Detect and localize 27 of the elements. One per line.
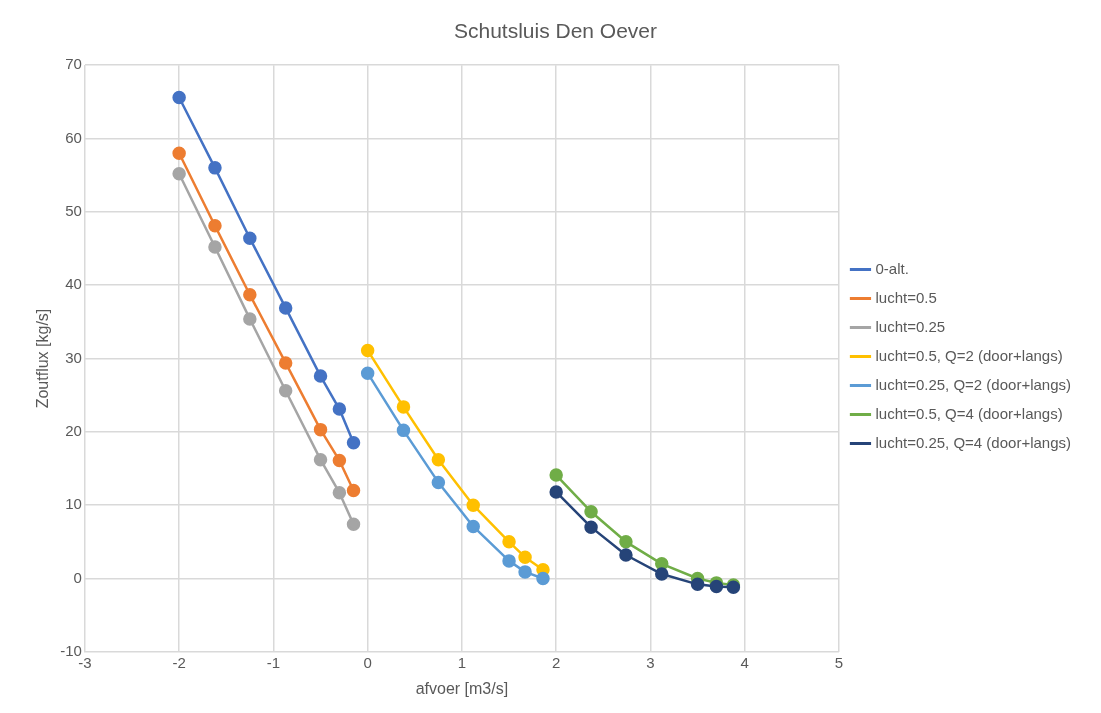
legend-label: lucht=0.5, Q=2 (door+langs) bbox=[875, 346, 1063, 364]
chart-title: Schutsluis Den Oever bbox=[453, 19, 658, 43]
x-tick-label: 3 bbox=[646, 653, 655, 671]
legend-label: lucht=0.25, Q=4 (door+langs) bbox=[875, 433, 1071, 451]
legend-label: lucht=0.25, Q=2 (door+langs) bbox=[875, 375, 1071, 393]
x-axis-title: afvoer [m3/s] bbox=[415, 679, 509, 697]
y-tick-label: 70 bbox=[65, 55, 82, 73]
y-tick-label: 0 bbox=[73, 568, 82, 586]
legend-label: lucht=0.25 bbox=[875, 317, 946, 335]
y-tick-label: 30 bbox=[65, 348, 82, 366]
y-tick-label: 60 bbox=[65, 128, 82, 146]
y-axis-title: Zoutflux [kg/s] bbox=[34, 308, 52, 409]
x-tick-label: 2 bbox=[552, 653, 561, 671]
x-tick-label: 1 bbox=[457, 653, 467, 671]
legend-label: lucht=0.5, Q=4 (door+langs) bbox=[875, 404, 1063, 422]
y-tick-label: -10 bbox=[60, 641, 82, 659]
y-tick-label: 50 bbox=[65, 201, 82, 219]
y-tick-label: 10 bbox=[65, 495, 82, 513]
x-tick-label: 0 bbox=[363, 653, 372, 671]
x-tick-label: 4 bbox=[740, 653, 749, 671]
x-tick-label: -2 bbox=[172, 653, 186, 671]
y-tick-label: 20 bbox=[65, 421, 82, 439]
y-tick-label: 40 bbox=[65, 275, 82, 293]
x-tick-label: 5 bbox=[834, 653, 844, 671]
legend-label: lucht=0.5 bbox=[875, 288, 937, 306]
x-tick-label: -1 bbox=[266, 653, 281, 671]
legend-label: 0-alt. bbox=[875, 259, 909, 277]
